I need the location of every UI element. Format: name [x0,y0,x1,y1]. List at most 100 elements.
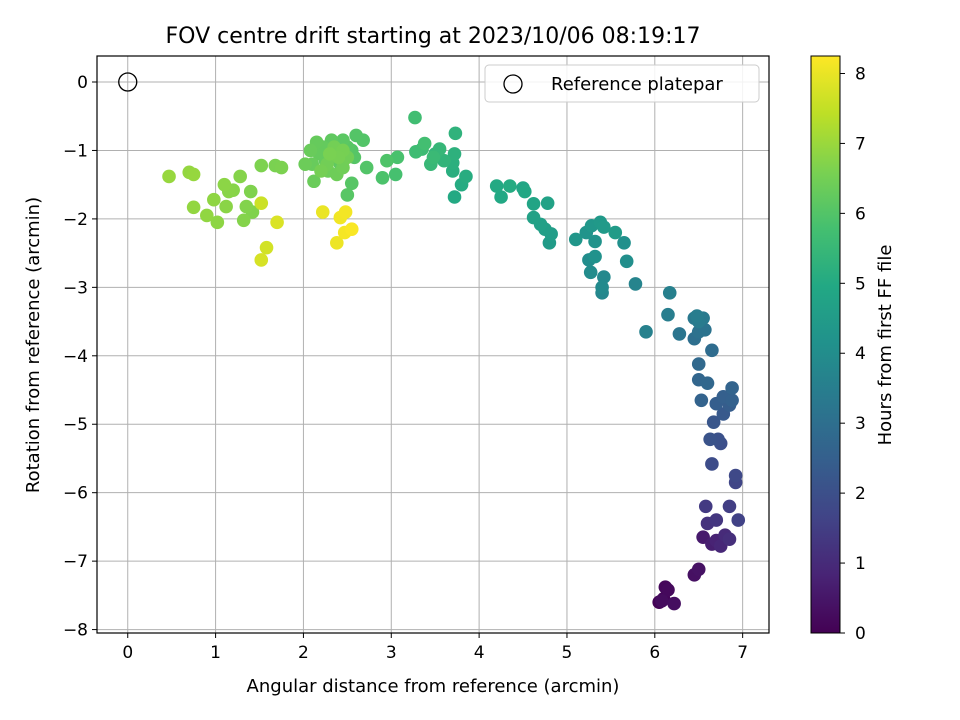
data-point [583,265,598,280]
data-point [703,432,717,447]
data-point [489,179,504,193]
data-point [690,309,704,323]
data-point [200,208,214,223]
data-point [731,513,746,527]
data-point [568,232,583,247]
colorbar-ticks: 0 1 2 3 4 5 6 7 8 [840,64,866,644]
data-point [336,160,350,175]
x-tick-label: 4 [474,643,485,663]
data-point [540,196,555,210]
data-point [447,190,462,204]
data-point [709,513,724,527]
data-point [705,343,719,358]
data-point [298,157,312,171]
colorbar-tick-label: 3 [855,414,866,434]
data-point [725,393,739,408]
data-point [725,381,739,395]
x-tick-label: 1 [210,643,221,663]
x-tick-label: 7 [737,643,748,663]
data-point [661,307,675,322]
data-point [254,158,269,173]
data-point [303,143,318,158]
colorbar-tick-label: 1 [855,554,866,574]
data-point [186,200,201,215]
data-point [426,150,441,165]
data-point [639,325,653,339]
data-point [722,499,737,514]
y-tick-label: −2 [63,210,88,230]
data-point [186,167,201,182]
data-point [388,167,403,182]
data-point [517,184,532,199]
data-point [254,196,269,210]
data-point [655,594,669,608]
data-point [340,188,355,202]
x-tick-label: 3 [386,643,397,663]
colorbar-tick-label: 0 [855,624,866,644]
y-axis-label: Rotation from reference (arcmin) [23,197,44,493]
data-point [274,160,289,175]
x-tick-label: 6 [649,643,660,663]
data-point [270,215,284,230]
data-point [447,147,462,161]
scatter-points [162,110,746,611]
data-point [219,199,233,214]
data-point [239,199,254,214]
y-tick-label: −3 [63,278,88,298]
data-point [330,236,344,250]
data-point [448,126,463,141]
x-axis-label: Angular distance from reference (arcmin) [247,676,620,697]
y-axis-ticks: 0 −1 −2 −3 −4 −5 −6 −7 −8 [63,73,97,641]
data-point [694,393,709,408]
data-point [344,222,359,236]
data-point [588,234,602,249]
data-point [672,327,687,341]
data-point [700,376,715,390]
data-point [322,147,337,161]
colorbar-tick-label: 8 [855,64,866,84]
x-axis-ticks: 0 1 2 3 4 5 6 7 [122,633,748,663]
data-point [494,190,508,204]
data-point [259,240,274,255]
data-point [619,254,634,269]
data-point [628,277,643,291]
data-point [233,169,247,184]
data-point [597,270,611,284]
x-tick-label: 2 [298,643,309,663]
data-point [597,220,611,234]
data-point [595,280,609,295]
data-point [207,192,221,207]
data-point [243,184,258,199]
data-point [375,171,390,185]
data-point [315,205,330,219]
y-tick-label: 0 [77,73,88,93]
x-tick-label: 5 [562,643,573,663]
data-point [722,532,737,547]
data-point [359,160,374,175]
colorbar-tick-label: 4 [855,344,866,364]
chart-title: FOV centre drift starting at 2023/10/06 … [166,24,701,49]
data-point [617,236,631,250]
y-tick-label: −4 [63,347,88,367]
data-point [667,596,681,611]
data-point [705,457,719,471]
data-point [661,583,675,597]
reference-marker-group [118,72,138,92]
data-point [417,136,432,151]
data-point [526,210,541,225]
y-tick-label: −8 [63,621,88,641]
data-point [698,499,713,514]
data-point [526,197,541,211]
data-point [217,177,232,192]
y-tick-label: −6 [63,484,88,504]
data-point [254,253,269,267]
data-point [691,357,706,371]
colorbar-label: Hours from first FF file [875,245,896,446]
plot-area-frame [96,55,770,634]
data-point [459,169,473,184]
data-point [236,213,251,228]
colorbar [810,55,841,634]
grid-lines [97,56,769,633]
data-point [210,215,225,230]
colorbar-tick-label: 6 [855,204,866,224]
